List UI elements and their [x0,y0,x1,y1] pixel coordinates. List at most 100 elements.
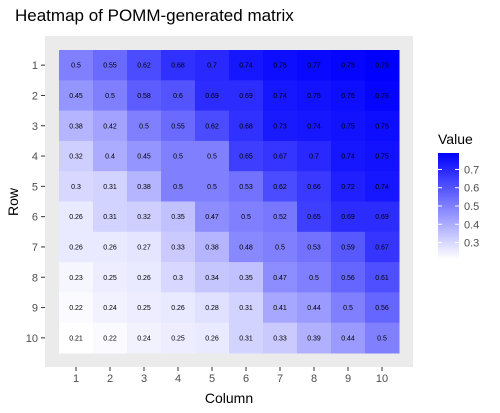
cell-value-label: 0.79 [375,63,389,70]
x-tick-label: 3 [141,373,147,385]
heatmap-cell [229,50,264,81]
heatmap-cell [59,322,94,354]
y-tick-label: 1 [32,60,38,72]
cell-value-label: 0.59 [341,244,355,251]
cell-value-label: 0.39 [307,335,321,342]
cell-value-label: 0.66 [307,184,321,191]
heatmap-cell [331,50,366,81]
cell-value-label: 0.44 [341,335,355,342]
heatmap-cell [161,50,196,81]
heatmap-cell [59,171,94,202]
heatmap-cell [195,292,230,324]
legend-tick-label: 0.6 [464,183,479,195]
y-tick-label: 9 [32,303,38,315]
x-tick-label: 9 [345,373,351,385]
cell-value-label: 0.74 [341,154,355,161]
heatmap-cell [161,201,196,233]
heatmap-cell [365,80,400,112]
x-tick-label: 10 [376,373,388,385]
cell-value-label: 0.31 [103,184,117,191]
heatmap-cell [263,171,298,202]
cell-value-label: 0.62 [205,123,219,130]
cell-value-label: 0.26 [69,244,83,251]
heatmap-cell [365,171,400,202]
heatmap-cell [263,292,298,324]
cell-value-label: 0.68 [171,63,185,70]
heatmap-cell [161,231,196,263]
heatmap-cell [161,80,196,112]
legend-colorbar [438,153,459,259]
cell-value-label: 0.31 [239,305,253,312]
cell-value-label: 0.68 [239,123,253,130]
legend-ticks: 0.3 0.4 0.5 0.6 0.7 [438,164,479,250]
heatmap-cell [365,140,400,172]
cell-value-label: 0.25 [137,305,151,312]
heatmap-cell [297,140,332,172]
heatmap-cell [127,110,162,142]
cell-value-label: 0.24 [137,335,151,342]
cell-value-label: 0.75 [307,93,321,100]
heatmap-cell [297,292,332,324]
legend-tick-label: 0.5 [464,201,479,213]
heatmap-cell [365,292,400,324]
cell-value-label: 0.26 [69,214,83,221]
cell-value-label: 0.5 [173,184,183,191]
x-tick-label: 4 [175,373,181,385]
heatmap-cell [127,171,162,202]
cell-value-label: 0.26 [137,275,151,282]
cell-value-label: 0.53 [239,184,253,191]
heatmap-cell [229,140,264,172]
cell-value-label: 0.32 [69,154,83,161]
heatmap-cell [297,80,332,112]
cell-value-label: 0.56 [375,305,389,312]
cell-value-label: 0.22 [103,335,117,342]
heatmap-cell [195,140,230,172]
legend-title: Value [438,131,473,147]
y-tick-label: 2 [32,90,38,102]
y-tick-label: 8 [32,272,38,284]
cell-value-label: 0.32 [137,214,151,221]
heatmap-cell [229,110,264,142]
heatmap-cell [195,322,230,354]
cell-value-label: 0.78 [375,93,389,100]
x-tick-label: 2 [107,373,113,385]
cell-value-label: 0.5 [207,184,217,191]
cell-value-label: 0.76 [273,63,287,70]
cell-value-label: 0.47 [205,214,219,221]
heatmap-cell [195,201,230,233]
x-tick-label: 1 [73,373,79,385]
heatmap-cell [195,231,230,263]
cell-value-label: 0.77 [307,63,321,70]
cell-value-label: 0.25 [103,275,117,282]
cell-value-label: 0.4 [105,154,115,161]
heatmap-cell [297,322,332,354]
cell-value-label: 0.5 [241,214,251,221]
heatmap-cell [229,231,264,263]
cell-value-label: 0.31 [103,214,117,221]
cell-value-label: 0.67 [273,154,287,161]
heatmap-cell [161,110,196,142]
heatmap-cell [297,110,332,142]
cell-value-label: 0.31 [239,335,253,342]
heatmap-cell [195,262,230,293]
y-tick-label: 3 [32,121,38,133]
heatmap-cell [263,50,298,81]
heatmap-cell [93,322,128,354]
y-tick-label: 7 [32,242,38,254]
cell-value-label: 0.76 [375,123,389,130]
cell-value-label: 0.69 [341,214,355,221]
cell-value-label: 0.6 [173,93,183,100]
heatmap-cell [59,50,94,81]
cell-value-label: 0.45 [137,154,151,161]
cell-value-label: 0.7 [207,63,217,70]
cell-value-label: 0.69 [205,93,219,100]
heatmap-cell [331,231,366,263]
x-tick-label: 5 [209,373,215,385]
cell-value-label: 0.74 [239,63,253,70]
heatmap-cell [365,262,400,293]
cell-value-label: 0.75 [341,123,355,130]
heatmap-cell [331,140,366,172]
cell-value-label: 0.5 [173,154,183,161]
heatmap-cell [127,322,162,354]
heatmap-cell [263,322,298,354]
